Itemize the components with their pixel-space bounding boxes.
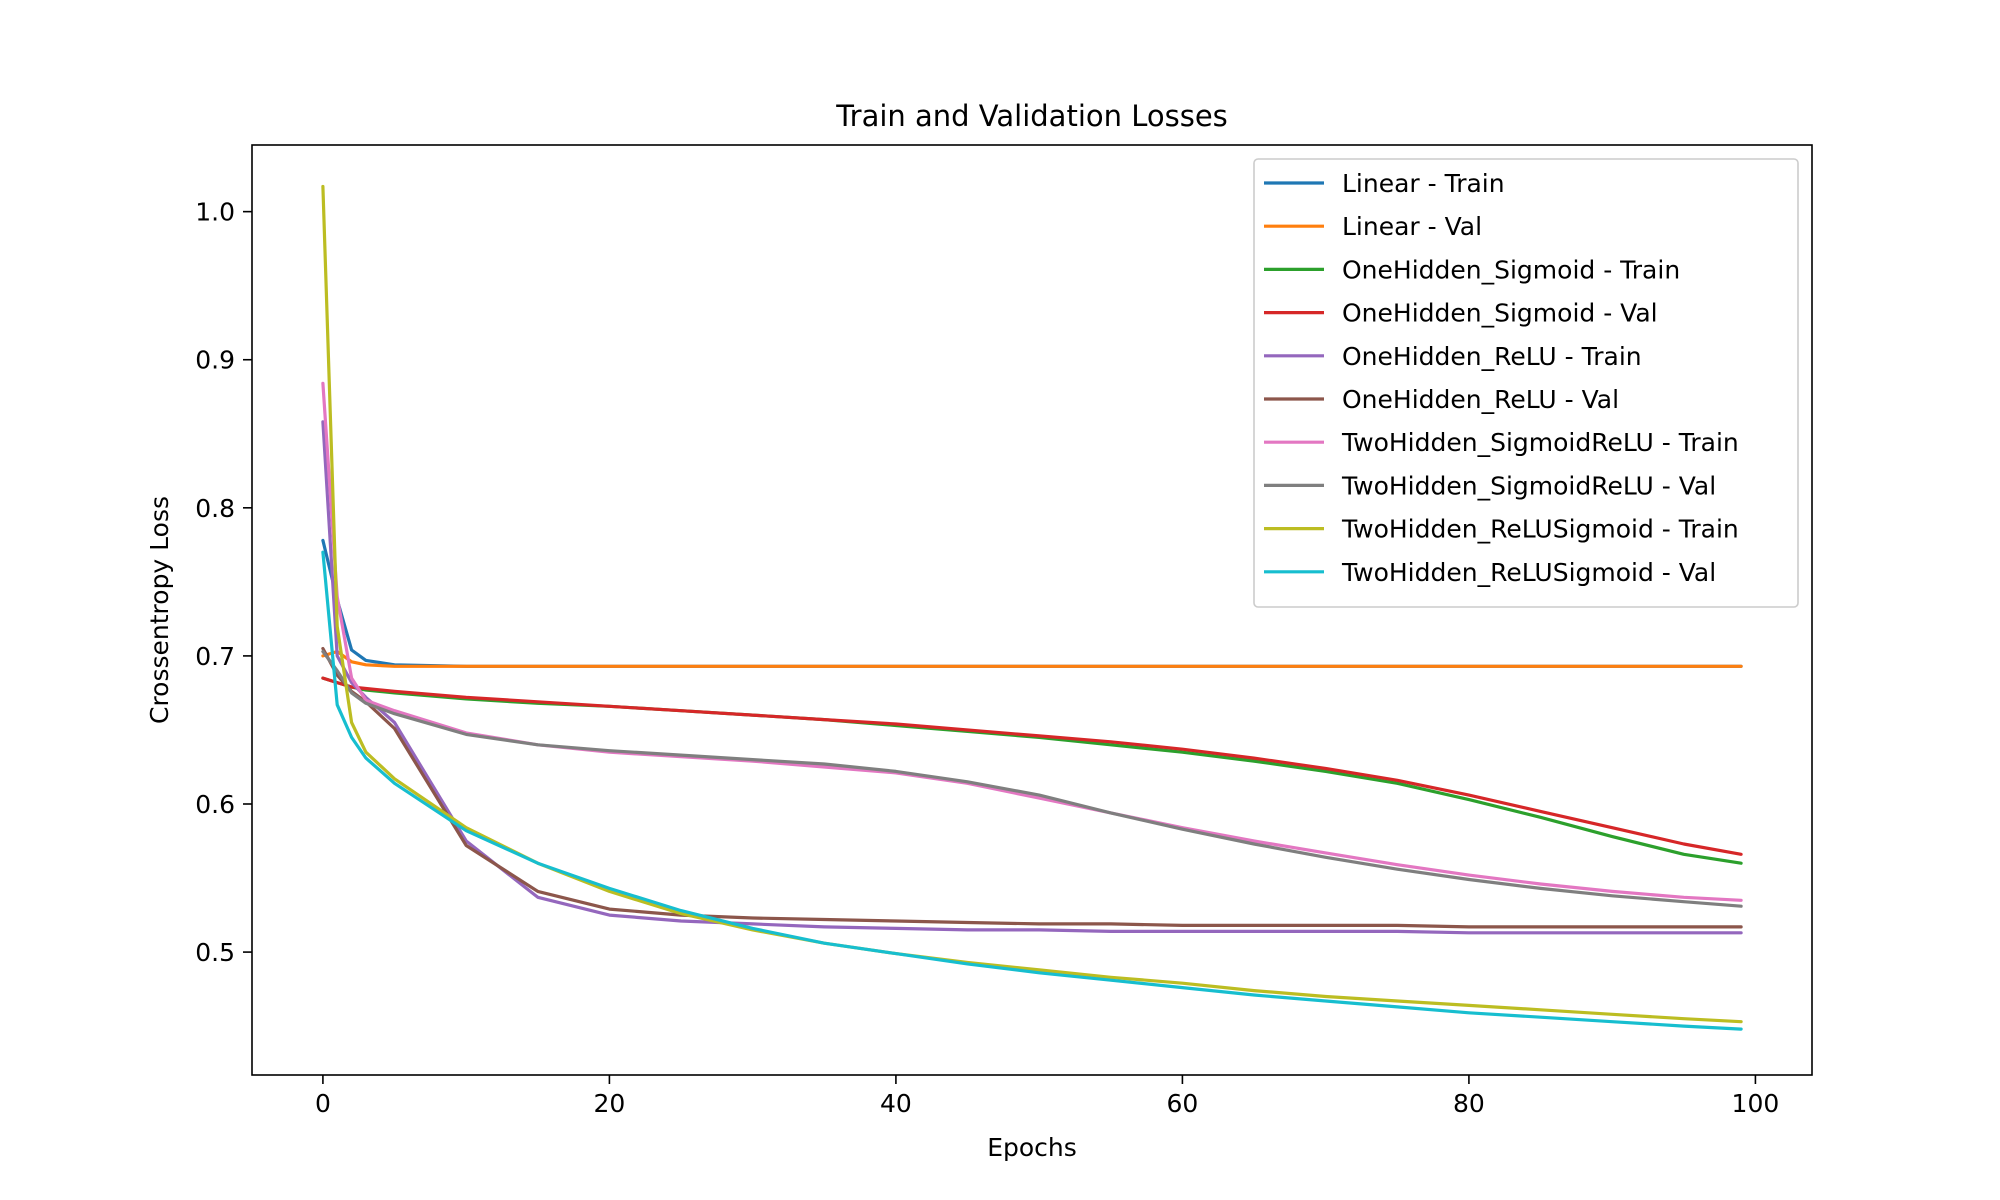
y-tick-label: 0.9 [195, 346, 235, 375]
legend: Linear - Train Linear - Val OneHidden_Sigm… [1253, 158, 1799, 608]
legend-label-7: TwoHidden_SigmoidReLU - Val [1341, 471, 1716, 500]
x-tick-label: 80 [1453, 1089, 1485, 1118]
plot-lines [321, 184, 1743, 1031]
y-tick-label: 0.7 [195, 642, 235, 671]
x-tick-label: 60 [1167, 1089, 1199, 1118]
y-tick-label: 0.5 [195, 938, 235, 967]
series-line-9 [321, 550, 1743, 1031]
x-tick-label: 100 [1732, 1089, 1780, 1118]
series-line-5 [321, 646, 1743, 929]
plot-frame [251, 144, 1813, 1076]
series-line-1 [321, 649, 1743, 668]
series-line-7 [321, 649, 1743, 908]
legend-label-6: TwoHidden_SigmoidReLU - Train [1341, 428, 1739, 457]
x-axis-label: Epochs [987, 1133, 1077, 1162]
y-tick-label: 0.8 [195, 494, 235, 523]
x-tick-label: 0 [315, 1089, 331, 1118]
legend-label-5: OneHidden_ReLU - Val [1342, 385, 1619, 414]
legend-label-3: OneHidden_Sigmoid - Val [1342, 299, 1658, 328]
legend-label-9: TwoHidden_ReLUSigmoid - Val [1341, 558, 1716, 587]
x-tick-label: 40 [880, 1089, 912, 1118]
y-tick-label: 1.0 [195, 198, 235, 227]
legend-label-8: TwoHidden_ReLUSigmoid - Train [1341, 515, 1739, 544]
legend-label-2: OneHidden_Sigmoid - Train [1342, 255, 1680, 284]
y-axis-label: Crossentropy Loss [145, 496, 174, 724]
legend-label-4: OneHidden_ReLU - Train [1342, 342, 1642, 371]
chart-title: Train and Validation Losses [835, 99, 1228, 133]
x-axis: 0 20 40 60 80 100 [315, 1075, 1779, 1118]
series-line-3 [321, 676, 1743, 856]
legend-label-1: Linear - Val [1342, 212, 1482, 241]
series-line-4 [321, 420, 1743, 935]
x-tick-label: 20 [594, 1089, 626, 1118]
y-axis: 0.5 0.6 0.7 0.8 0.9 1.0 [195, 198, 252, 967]
legend-label-0: Linear - Train [1342, 169, 1505, 198]
legend-box [1253, 158, 1799, 608]
series-line-2 [321, 676, 1743, 865]
y-tick-label: 0.6 [195, 790, 235, 819]
